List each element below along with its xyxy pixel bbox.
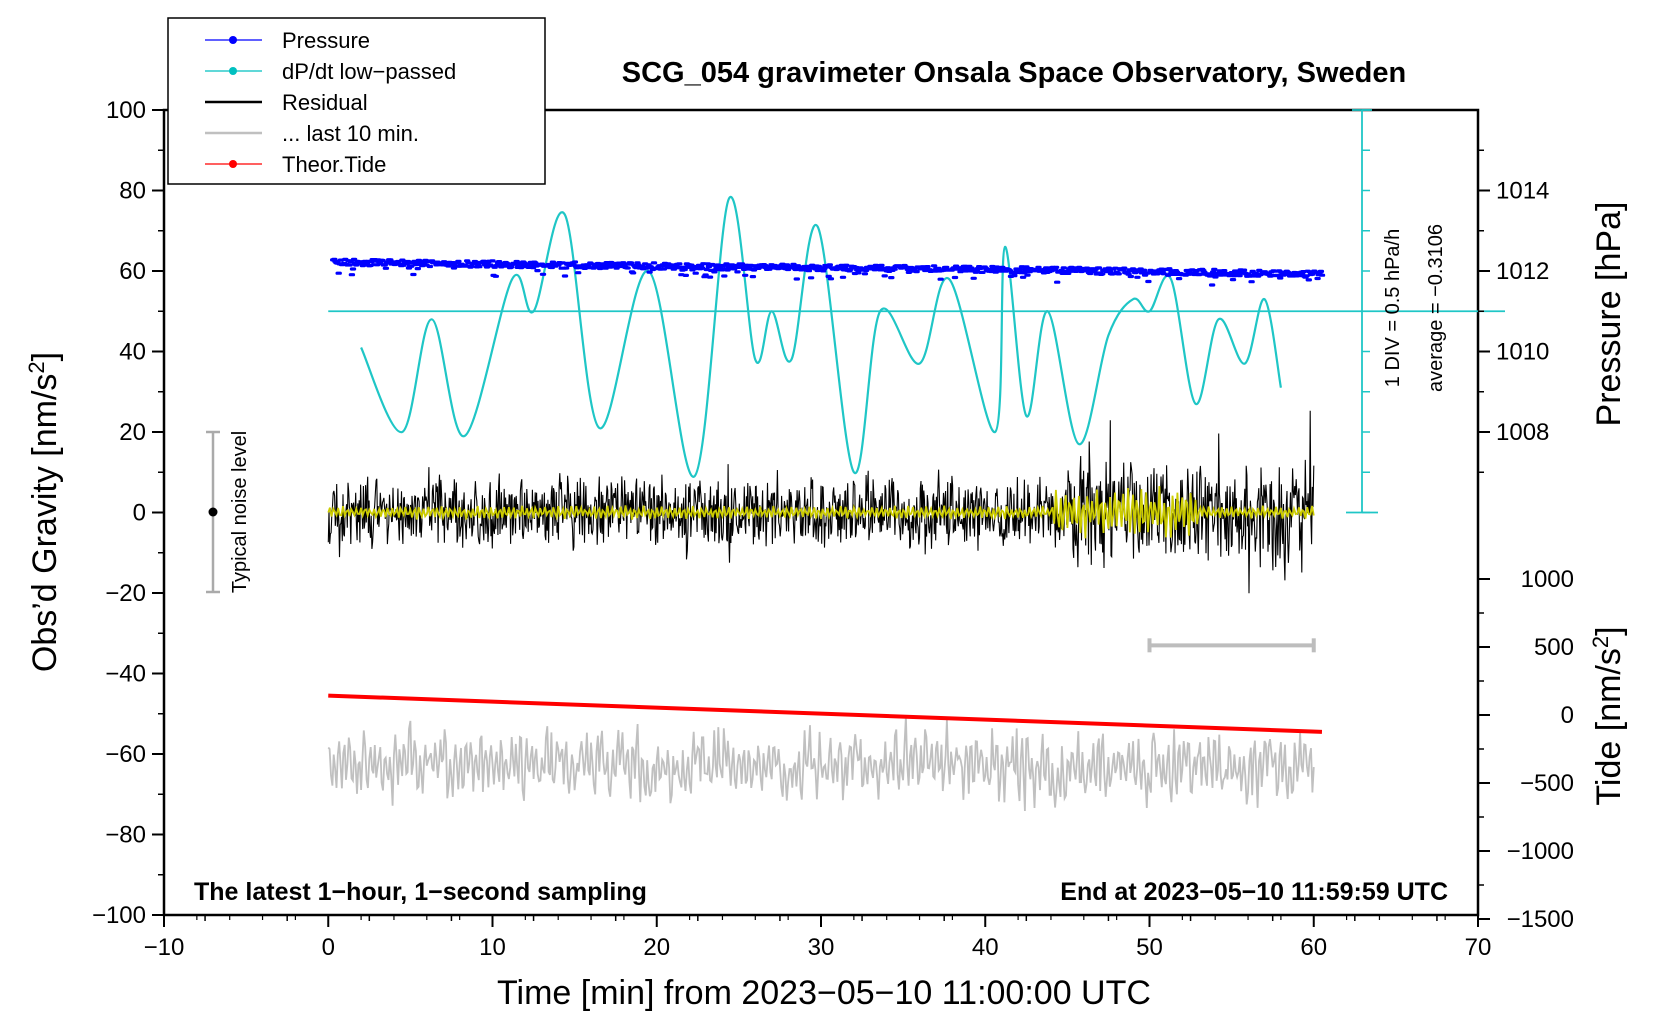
legend-label: Residual	[282, 90, 368, 115]
series-pressure	[330, 257, 1326, 287]
legend-item: ... last 10 min.	[205, 121, 419, 146]
x-tick-label: 50	[1136, 934, 1163, 961]
pressure-tick-label: 1012	[1496, 258, 1549, 285]
x-tick-label: 40	[972, 934, 999, 961]
noise-level-label: Typical noise level	[229, 431, 251, 593]
x-axis-title: Time [min] from 2023−05−10 11:00:00 UTC	[497, 974, 1151, 1012]
legend-item: Theor.Tide	[205, 152, 386, 177]
footer-sampling-text: The latest 1−hour, 1−second sampling	[194, 878, 647, 906]
x-tick-label: 0	[322, 934, 335, 961]
y-tick-label: 20	[119, 419, 146, 446]
series-dpdt-lowpassed	[360, 195, 1282, 478]
tide-tick-label: 500	[1534, 634, 1574, 661]
y-tick-label: −100	[92, 902, 146, 929]
y-tick-label: 0	[133, 500, 146, 527]
legend-swatch-dot	[229, 67, 237, 75]
legend-label: ... last 10 min.	[282, 121, 419, 146]
pressure-tick-label: 1014	[1496, 178, 1549, 205]
pressure-tick-label: 1010	[1496, 339, 1549, 366]
chart-title: SCG_054 gravimeter Onsala Space Observat…	[622, 57, 1406, 89]
y-tick-label: 100	[106, 97, 146, 124]
y-axis-title: Obs’d Gravity [nm/s2]	[24, 352, 64, 672]
legend: Pressure dP/dt low−passed Residual ... last…	[167, 17, 546, 185]
series-residual-lowpassed	[327, 486, 1315, 539]
y-tick-label: 80	[119, 178, 146, 205]
legend-item: Pressure	[205, 28, 370, 53]
y-tick-label: −40	[105, 661, 146, 688]
legend-label: dP/dt low−passed	[282, 59, 456, 84]
x-tick-label: −10	[144, 934, 185, 961]
series-residual	[327, 410, 1315, 594]
tide-tick-label: −500	[1520, 770, 1574, 797]
legend-label: Theor.Tide	[282, 152, 386, 177]
legend-swatch-dot	[229, 36, 237, 44]
legend-swatch-dot	[229, 160, 237, 168]
tide-tick-label: 0	[1561, 702, 1574, 729]
legend-item: dP/dt low−passed	[205, 59, 456, 84]
series-last-10-min	[327, 715, 1315, 812]
y-tick-label: 60	[119, 258, 146, 285]
x-tick-label: 70	[1465, 934, 1492, 961]
noise-level-dot	[208, 507, 218, 517]
tide-tick-label: 1000	[1521, 566, 1574, 593]
dpdt-scale-text: 1 DIV = 0.5 hPa/h	[1382, 229, 1404, 387]
footer-end-time-text: End at 2023−05−10 11:59:59 UTC	[1060, 878, 1448, 906]
tide-axis-title: Tide [nm/s2]	[1588, 626, 1628, 805]
y-tick-label: −60	[105, 741, 146, 768]
dpdt-average-text: average = −0.3106	[1425, 224, 1447, 392]
pressure-axis-title: Pressure [hPa]	[1590, 202, 1628, 427]
x-tick-label: 20	[643, 934, 670, 961]
legend-item: Residual	[205, 90, 368, 115]
tick-layer: −10 0 10 20 30 40 50 60 70−100−80−60−40−20020406…	[92, 97, 1574, 961]
pressure-tick-label: 1008	[1496, 419, 1549, 446]
tide-tick-label: −1500	[1507, 906, 1574, 933]
x-tick-label: 30	[808, 934, 835, 961]
series-layer	[327, 109, 1505, 812]
x-tick-label: 60	[1300, 934, 1327, 961]
series-theor-tide	[328, 693, 1323, 734]
x-tick-label: 10	[479, 934, 506, 961]
tide-tick-label: −1000	[1507, 838, 1574, 865]
legend-label: Pressure	[282, 28, 370, 53]
y-tick-label: −80	[105, 822, 146, 849]
y-tick-label: −20	[105, 580, 146, 607]
y-tick-label: 40	[119, 339, 146, 366]
noise-level-indicator	[206, 430, 220, 594]
